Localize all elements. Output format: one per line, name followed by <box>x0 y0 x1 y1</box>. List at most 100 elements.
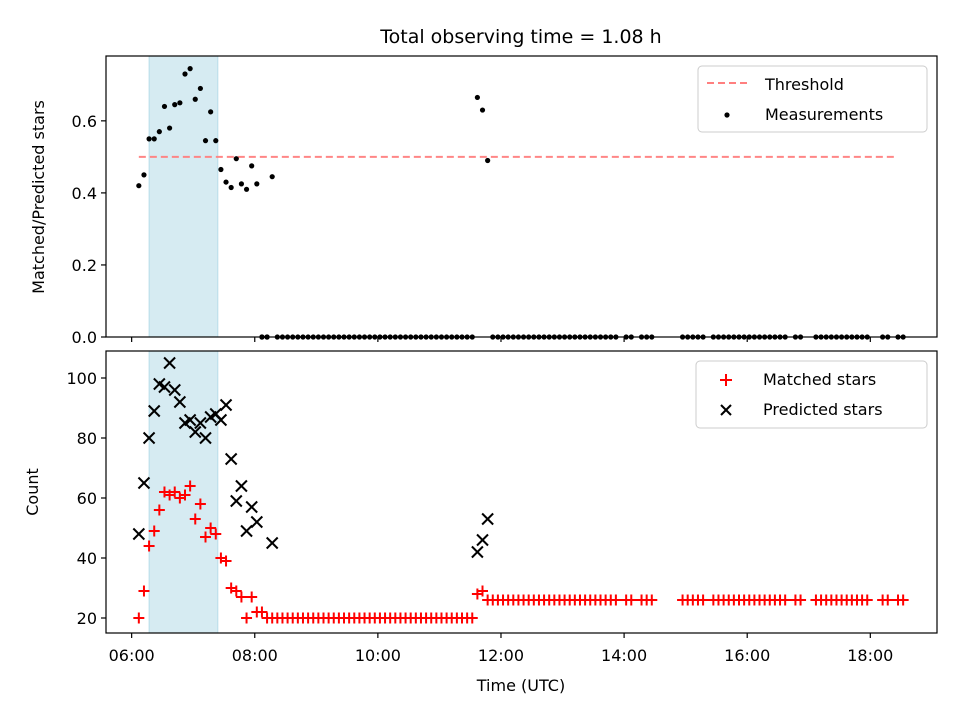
predicted-star-point <box>224 452 238 466</box>
matched-star-point <box>153 504 165 516</box>
matched-star-point <box>220 555 232 567</box>
measurement-point <box>228 184 234 191</box>
top-ytick-label: 0.2 <box>72 256 97 275</box>
predicted-star-point <box>199 431 212 445</box>
matched-star-point <box>230 585 242 597</box>
predicted-star-point <box>265 536 279 550</box>
predicted-star-point <box>173 395 187 409</box>
top-legend: Threshold Measurements <box>697 65 928 133</box>
predicted-star-point <box>194 416 207 430</box>
predicted-star-point <box>132 527 146 541</box>
measurement-point <box>141 172 147 178</box>
top-ytick-label: 0.6 <box>72 112 97 131</box>
bottom-xtick-label: 12:00 <box>478 646 524 665</box>
bottom-legend: Matched stars Predicted stars <box>695 360 928 429</box>
legend-matched-swatch <box>720 374 732 386</box>
measurement-point <box>167 125 173 131</box>
measurement-point <box>197 85 203 92</box>
bottom-xtick-label: 18:00 <box>847 646 893 665</box>
predicted-star-point <box>158 380 171 394</box>
bottom-axes-frame <box>105 350 938 634</box>
matched-star-point <box>625 594 637 606</box>
matched-star-point <box>646 594 658 606</box>
predicted-star-point <box>163 356 176 370</box>
predicted-star-point <box>183 413 197 427</box>
top-ytick-label: 0.4 <box>72 184 97 203</box>
measurement-point <box>192 96 198 102</box>
bottom-ytick-label: 100 <box>66 369 97 388</box>
top-shaded-span <box>148 55 219 338</box>
bottom-ylabel: Count <box>23 468 42 516</box>
measurement-point <box>202 138 209 144</box>
predicted-star-point <box>214 413 228 427</box>
bottom-marks <box>132 356 909 624</box>
measurement-point <box>218 166 224 173</box>
chart-title: Total observing time = 1.08 h <box>379 26 661 48</box>
measurement-point <box>208 109 214 115</box>
matched-star-point <box>610 594 622 606</box>
bottom-xtick-label: 16:00 <box>724 646 770 665</box>
legend-measurements-swatch <box>724 112 730 118</box>
bottom-legend-box <box>695 360 928 429</box>
measurement-point <box>172 102 178 108</box>
measurement-point <box>238 181 245 187</box>
bottom-ytick-label: 60 <box>77 489 97 508</box>
bottom-ytick-label: 80 <box>77 429 97 448</box>
bottom-xlabel: Time (UTC) <box>476 676 565 695</box>
top-legend-box <box>697 65 928 133</box>
top-xticks <box>131 337 871 342</box>
top-axes-frame <box>105 55 938 338</box>
matched-star-point <box>882 594 894 606</box>
matched-star-point <box>795 594 807 606</box>
bottom-ytick-label: 40 <box>77 549 97 568</box>
top-panel: 0.0 0.2 0.4 0.6 Matched/Predicted stars Thr… <box>29 55 938 347</box>
predicted-star-point <box>137 476 151 490</box>
top-ytick-label: 0.0 <box>72 328 97 347</box>
matched-star-point <box>246 591 258 603</box>
predicted-star-point <box>235 479 248 493</box>
predicted-star-point <box>245 500 258 514</box>
bottom-ytick-label: 20 <box>77 609 97 628</box>
measurement-point <box>474 94 480 101</box>
measurement-point <box>177 100 183 106</box>
measurement-point <box>182 71 188 77</box>
bottom-xtick-label: 10:00 <box>355 646 401 665</box>
measurement-point <box>485 157 491 164</box>
matched-star-point <box>179 489 191 501</box>
matched-star-point <box>184 480 196 492</box>
bottom-panel: 20 40 60 80 100 06:00 08:00 10:00 12:00 14:00 16:… <box>23 350 938 695</box>
matched-star-point <box>133 612 145 624</box>
measurement-point <box>269 174 275 180</box>
matched-star-point <box>205 522 217 534</box>
measurement-point <box>213 138 219 144</box>
predicted-star-point <box>481 512 494 526</box>
top-yticks: 0.0 0.2 0.4 0.6 <box>72 112 106 347</box>
matched-star-point <box>466 612 478 624</box>
predicted-star-point <box>240 524 253 538</box>
matched-star-point <box>210 528 222 540</box>
measurement-point <box>187 66 193 72</box>
measurement-point <box>151 136 157 142</box>
matched-star-point <box>194 498 206 510</box>
bottom-yticks: 20 40 60 80 100 <box>66 369 106 628</box>
predicted-star-point <box>189 425 202 439</box>
measurement-point <box>156 129 162 135</box>
matched-star-point <box>200 531 212 543</box>
predicted-star-point <box>476 533 489 547</box>
predicted-star-point <box>142 431 156 445</box>
predicted-star-point <box>250 515 264 529</box>
top-ylabel: Matched/Predicted stars <box>29 100 48 294</box>
matched-star-point <box>697 594 709 606</box>
legend-matched-label: Matched stars <box>763 370 876 389</box>
bottom-xticks: 06:00 08:00 10:00 12:00 14:00 16:00 18:00 <box>109 633 893 665</box>
matched-star-point <box>897 594 909 606</box>
matched-star-point <box>148 525 160 537</box>
legend-threshold-label: Threshold <box>764 75 844 94</box>
measurement-point <box>254 181 260 187</box>
measurement-point <box>233 156 239 162</box>
measurement-point <box>479 107 486 113</box>
matched-star-point <box>779 594 791 606</box>
matched-star-point <box>189 513 201 525</box>
measurement-point <box>243 186 250 192</box>
